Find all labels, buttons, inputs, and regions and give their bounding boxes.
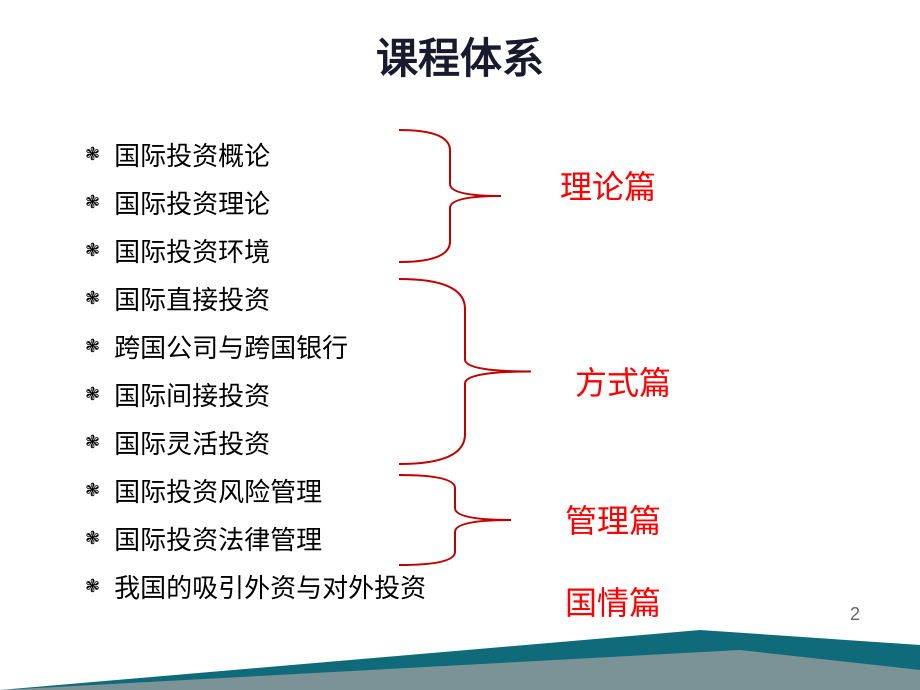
bullet-icon: ❃ [85, 576, 100, 597]
list-item-text: 国际投资理论 [114, 184, 270, 221]
list-item-text: 国际投资法律管理 [114, 520, 322, 557]
list-item: ❃ 国际间接投资 [85, 370, 426, 418]
list-item-text: 国际直接投资 [114, 280, 270, 317]
list-item: ❃ 国际投资风险管理 [85, 466, 426, 514]
list-item: ❃ 我国的吸引外资与对外投资 [85, 562, 426, 610]
list-item: ❃ 国际投资环境 [85, 226, 426, 274]
bullet-icon: ❃ [85, 144, 100, 165]
slide-title: 课程体系 [376, 25, 544, 86]
list-item: ❃ 国际投资概论 [85, 130, 426, 178]
list-item: ❃ 跨国公司与跨国银行 [85, 322, 426, 370]
list-item-text: 我国的吸引外资与对外投资 [114, 568, 426, 605]
list-item-text: 国际投资环境 [114, 232, 270, 269]
page-number: 2 [850, 604, 860, 625]
bullet-icon: ❃ [85, 336, 100, 357]
bullet-icon: ❃ [85, 384, 100, 405]
bullet-icon: ❃ [85, 528, 100, 549]
list-item-text: 跨国公司与跨国银行 [114, 328, 348, 365]
list-item: ❃ 国际直接投资 [85, 274, 426, 322]
list-item-text: 国际间接投资 [114, 376, 270, 413]
bullet-icon: ❃ [85, 192, 100, 213]
list-item: ❃ 国际投资理论 [85, 178, 426, 226]
topic-list: ❃ 国际投资概论 ❃ 国际投资理论 ❃ 国际投资环境 ❃ 国际直接投资 ❃ 跨国… [85, 130, 426, 610]
slide-decoration [0, 630, 920, 690]
brace-method [395, 275, 535, 468]
bullet-icon: ❃ [85, 240, 100, 261]
bullet-icon: ❃ [85, 432, 100, 453]
list-item: ❃ 国际灵活投资 [85, 418, 426, 466]
bullet-icon: ❃ [85, 288, 100, 309]
brace-management [395, 471, 515, 569]
brace-theory [395, 126, 505, 266]
bullet-icon: ❃ [85, 480, 100, 501]
category-label-management: 管理篇 [565, 496, 661, 542]
list-item-text: 国际投资风险管理 [114, 472, 322, 509]
category-label-theory: 理论篇 [560, 162, 656, 208]
list-item: ❃ 国际投资法律管理 [85, 514, 426, 562]
list-item-text: 国际灵活投资 [114, 424, 270, 461]
category-label-national: 国情篇 [565, 578, 661, 624]
list-item-text: 国际投资概论 [114, 136, 270, 173]
category-label-method: 方式篇 [575, 358, 671, 404]
